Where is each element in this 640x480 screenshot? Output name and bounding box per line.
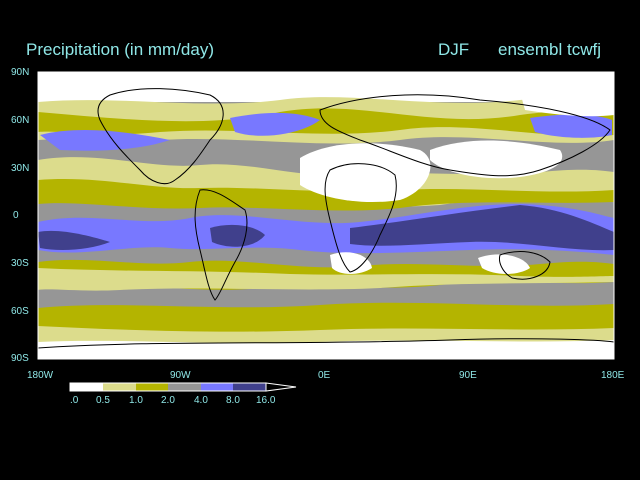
colorbar [69,382,297,392]
dataset-label: ensembl tcwfj [498,40,601,59]
colorbar-label-4-0: 4.0 [194,395,208,406]
lat-label-eq: 0 [13,210,19,221]
precipitation-field [38,72,614,359]
lat-label-30n: 30N [11,163,30,174]
lat-label-60n: 60N [11,115,30,126]
season-label: DJF [438,40,470,59]
lon-label-90e: 90E [459,370,477,381]
colorbar-label-8-0: 8.0 [226,395,240,406]
colorbar-label-2-0: 2.0 [161,395,175,406]
lon-label-180e: 180E [601,370,625,381]
lon-label-90w: 90W [170,370,191,381]
lat-label-30s: 30S [11,258,29,269]
lat-label-60s: 60S [11,306,29,317]
map-title: Precipitation (in mm/day) [26,40,215,59]
colorbar-label-16-0: 16.0 [256,395,276,406]
coastlines [38,88,614,349]
colorbar-label-1-0: 1.0 [129,395,143,406]
colorbar-label-0: .0 [70,395,79,406]
lon-label-0e: 0E [318,370,331,381]
colorbar-label-0-5: 0.5 [96,395,110,406]
lat-label-90s: 90S [11,353,29,364]
lat-label-90n: 90N [11,67,30,78]
lon-label-180w: 180W [27,370,54,381]
map-frame [37,71,615,360]
